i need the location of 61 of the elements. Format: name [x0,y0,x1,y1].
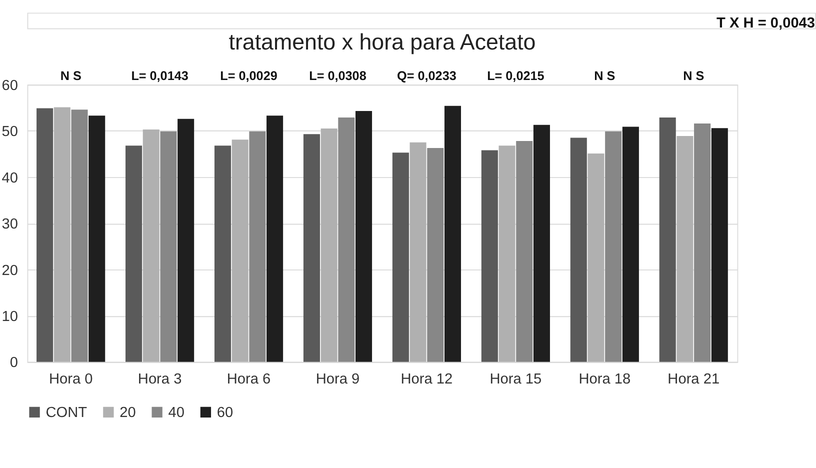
bar [88,116,106,362]
bar [178,118,194,362]
x-tick-label: Hora 12 [400,372,453,388]
bar [303,134,320,362]
text: L= 0,0143 [131,68,188,83]
bar [444,106,462,362]
bar [659,117,676,362]
bar [605,131,622,362]
text: L= 0,0029 [220,68,278,83]
y-tick-label: 40 [2,170,18,186]
bar [142,129,160,362]
bar [481,150,498,362]
bar [392,152,409,362]
bar [622,126,639,362]
y-tick-label: 50 [2,124,18,140]
x-tick-label: Hora 9 [316,372,360,388]
y-tick-label: 30 [2,216,18,233]
legend-label: 40 [168,405,184,422]
x-tick-label: Hora 18 [578,372,631,388]
bar [36,108,54,362]
bar [214,146,232,362]
bar [71,110,88,362]
x-tick-label: Hora 21 [668,372,720,388]
bar [711,128,728,362]
bar [320,128,338,362]
legend-label: 60 [216,405,234,422]
bar [694,123,711,362]
text: Q= 0,0233 [397,68,456,83]
text: L= 0,0215 [487,68,544,83]
x-tick-label: Hora 15 [490,372,542,388]
bar [410,142,426,362]
y-tick-label: 0 [10,355,18,372]
x-tick-label: Hora 3 [138,372,182,388]
chart-title: tratamento x hora para Acetato [228,30,536,55]
bar [516,141,533,362]
bar [160,131,177,362]
bar [338,117,355,362]
bar [232,140,248,362]
bar [54,107,70,362]
bar [249,131,266,362]
bar [533,124,550,362]
legend-label: CONT [46,405,88,422]
x-tick-label: Hora 0 [48,372,93,388]
y-tick-label: 20 [2,262,18,279]
bar [676,136,694,362]
text: N S [683,68,704,83]
bar [498,146,516,362]
x-tick-label: Hora 6 [226,372,271,388]
y-tick-label: 60 [2,78,18,94]
legend-label: 20 [120,405,136,422]
text: N S [594,68,616,83]
y-tick-label: 10 [2,309,18,326]
bar [126,146,142,362]
text: T X H = 0,0043 [716,15,816,32]
text: L= 0,0308 [309,68,366,83]
bar [427,148,444,362]
bar [588,154,604,362]
text: N S [60,68,82,83]
bar [356,111,372,362]
bar [570,138,587,362]
bar [266,116,284,362]
